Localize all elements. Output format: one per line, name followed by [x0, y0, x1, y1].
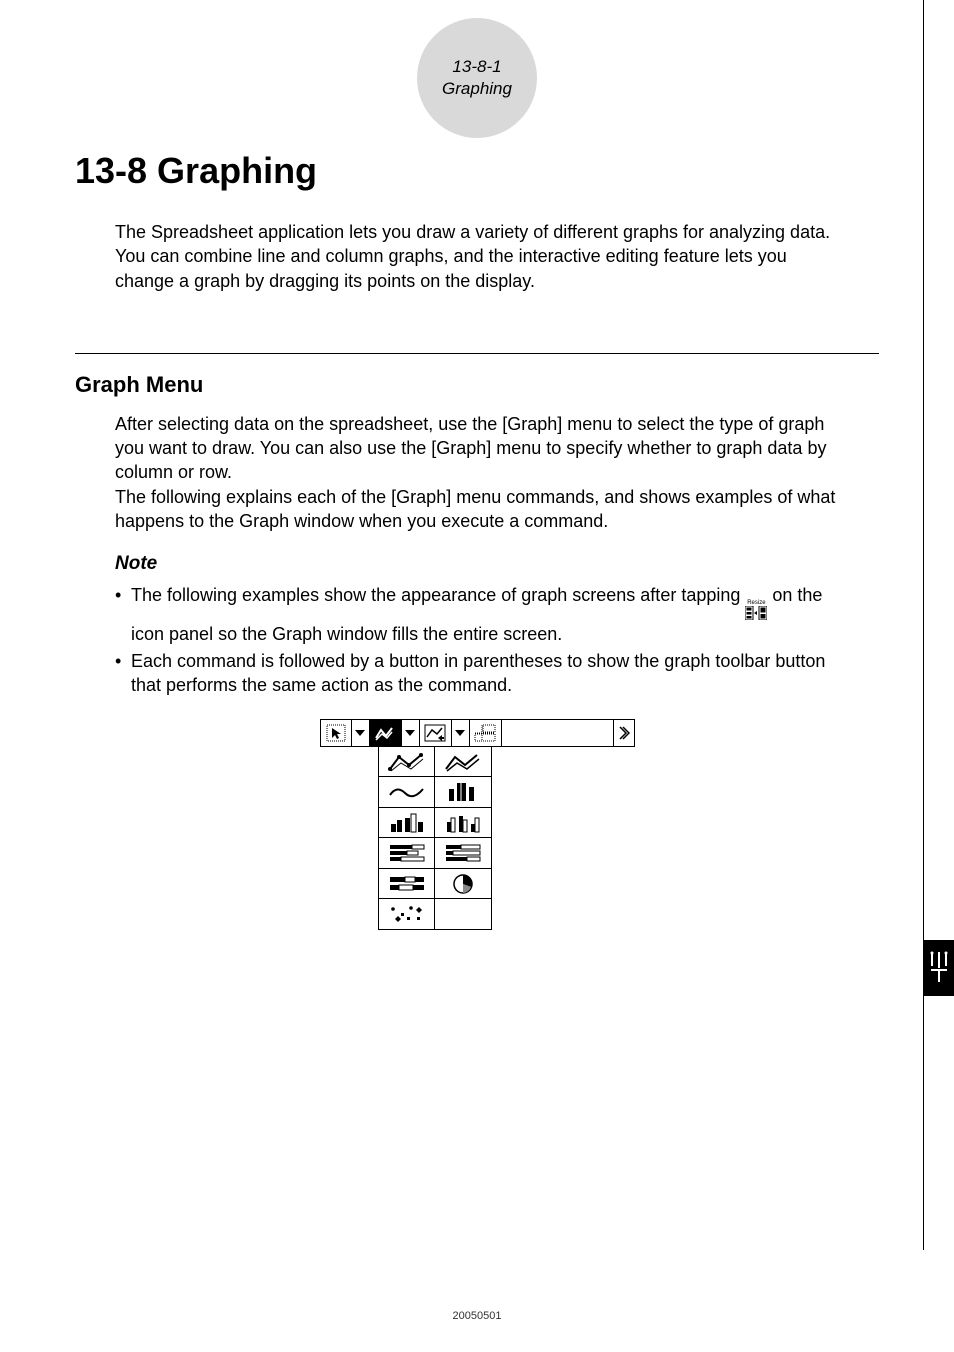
- bar-graph-button[interactable]: [420, 719, 452, 747]
- note-list: The following examples show the appearan…: [115, 583, 879, 697]
- graph-menu-p1: After selecting data on the spreadsheet,…: [115, 412, 849, 485]
- graph-menu-p2: The following explains each of the [Grap…: [115, 485, 849, 534]
- stacked-h-icon[interactable]: [378, 837, 436, 869]
- toolbar-spacer: [502, 719, 613, 747]
- line-single-icon[interactable]: [434, 746, 492, 778]
- graph-menu-heading: Graph Menu: [75, 372, 879, 398]
- empty-cell: [434, 898, 492, 930]
- toolbar-figure: [320, 719, 635, 930]
- line-graph-button[interactable]: [370, 719, 402, 747]
- dropdown-1[interactable]: [352, 719, 370, 747]
- grouped-bar-icon[interactable]: [434, 807, 492, 839]
- footer-code: 20050501: [453, 1310, 502, 1322]
- line-multi-icon[interactable]: [378, 746, 436, 778]
- note-item-2: Each command is followed by a button in …: [115, 649, 849, 698]
- expand-button[interactable]: [613, 719, 635, 747]
- stacked-h3-icon[interactable]: [378, 868, 436, 900]
- note-item-1: The following examples show the appearan…: [115, 583, 849, 646]
- grid-button[interactable]: [470, 719, 502, 747]
- resize-icon: Resize: [745, 600, 767, 622]
- resize-icon-label: Resize: [745, 600, 767, 606]
- scatter-icon[interactable]: [378, 898, 436, 930]
- side-tab-icon: [924, 940, 954, 996]
- dropdown-3[interactable]: [452, 719, 470, 747]
- graph-icon-grid: [380, 747, 492, 930]
- bar-chart-icon[interactable]: [378, 807, 436, 839]
- stacked-h2-icon[interactable]: [434, 837, 492, 869]
- page-title: 13-8 Graphing: [75, 150, 879, 192]
- wave-icon[interactable]: [378, 776, 436, 808]
- page-content: 13-8 Graphing The Spreadsheet applicatio…: [0, 0, 954, 930]
- note-heading: Note: [115, 553, 879, 575]
- note-item-1a: The following examples show the appearan…: [131, 585, 745, 605]
- pie-icon[interactable]: [434, 868, 492, 900]
- graph-menu-body: After selecting data on the spreadsheet,…: [115, 412, 879, 533]
- toolbar-row: [320, 719, 635, 747]
- section-divider: [75, 353, 879, 354]
- intro-paragraph: The Spreadsheet application lets you dra…: [115, 220, 879, 293]
- column-icon[interactable]: [434, 776, 492, 808]
- dropdown-2[interactable]: [402, 719, 420, 747]
- cursor-button[interactable]: [320, 719, 352, 747]
